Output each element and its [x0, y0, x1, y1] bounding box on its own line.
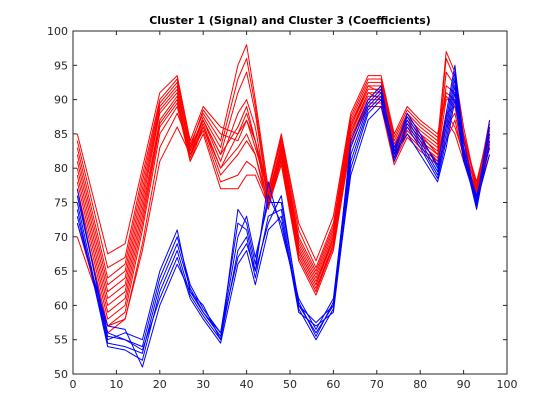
x-tick-label-80: 80 — [413, 378, 427, 391]
series-layer — [76, 44, 491, 368]
x-tick-label-60: 60 — [326, 378, 340, 391]
y-tick-label-65: 65 — [54, 265, 68, 278]
y-tick-label-50: 50 — [54, 368, 68, 381]
x-tick-label-30: 30 — [196, 378, 210, 391]
y-tick-label-100: 100 — [47, 25, 68, 38]
cluster3-series-line-17 — [76, 92, 491, 351]
x-tick-label-100: 100 — [497, 378, 518, 391]
chart-title: Cluster 1 (Signal) and Cluster 3 (Coeffi… — [149, 14, 431, 27]
y-tick-label-60: 60 — [54, 299, 68, 312]
y-tick-label-70: 70 — [54, 231, 68, 244]
cluster3-series-line-16 — [76, 85, 491, 361]
x-tick-label-90: 90 — [457, 378, 471, 391]
cluster3-series-line-15 — [76, 78, 491, 354]
axis-layer: 0 10 20 30 40 50 60 70 80 90 100 50 55 60 65 70 75 80 85 90… — [47, 25, 518, 391]
y-tick-label-95: 95 — [54, 59, 68, 72]
cluster3-series-line-14 — [76, 71, 491, 348]
x-tick-label-20: 20 — [153, 378, 167, 391]
cluster1-series-line-12 — [76, 85, 491, 327]
y-tick-label-55: 55 — [54, 334, 68, 347]
x-tick-label-10: 10 — [109, 378, 123, 391]
x-tick-label-50: 50 — [283, 378, 297, 391]
cluster1-series-line-6 — [76, 85, 491, 299]
cluster1-series-line-11 — [76, 92, 491, 334]
x-tick-label-70: 70 — [370, 378, 384, 391]
cluster3-series-line-18 — [76, 99, 491, 368]
cluster1-series-line-5 — [76, 71, 491, 293]
y-tick-label-85: 85 — [54, 128, 68, 141]
x-tick-label-0: 0 — [70, 378, 77, 391]
cluster1-series-line-4 — [76, 57, 491, 286]
y-tick-label-80: 80 — [54, 162, 68, 175]
y-tick-label-90: 90 — [54, 94, 68, 107]
y-tick-label-75: 75 — [54, 197, 68, 210]
x-tick-label-40: 40 — [240, 378, 254, 391]
